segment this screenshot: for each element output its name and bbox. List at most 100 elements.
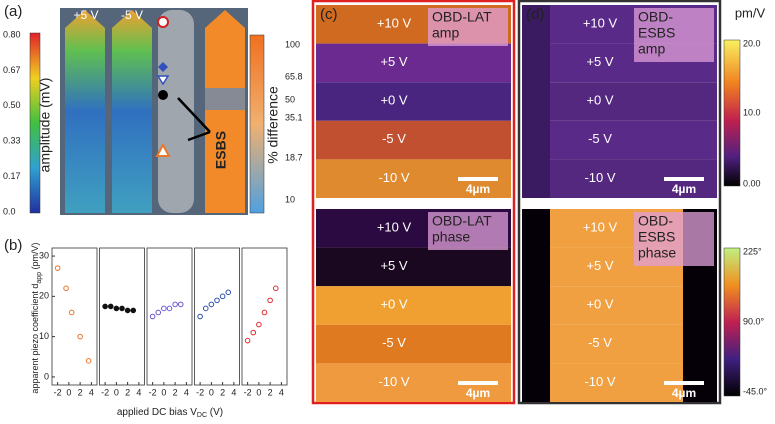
point: [85, 358, 92, 364]
map-title: phase: [432, 229, 470, 245]
x-axis-title-main: applied DC bias V: [117, 407, 197, 418]
map-edge: [522, 5, 550, 198]
x-tick-label: 0: [209, 387, 214, 397]
x-tick-label: -2: [101, 387, 109, 397]
point: [172, 301, 178, 308]
colorbar-tick: 0.80: [3, 29, 21, 39]
colorbar-tick: 0.17: [3, 171, 21, 181]
arrow-label: ESBS: [213, 131, 229, 169]
point: [119, 305, 125, 312]
point: [68, 309, 75, 316]
plot-frame: [146, 247, 193, 386]
map-band: [316, 82, 511, 121]
point: [124, 307, 131, 314]
map-band: [522, 82, 717, 121]
x-tick-label: 2: [125, 387, 130, 397]
x-tick-label: -2: [196, 387, 204, 397]
x-tick-label: 2: [220, 387, 225, 397]
point: [77, 333, 83, 340]
bias-label: +5 V: [586, 258, 613, 273]
point: [113, 305, 120, 312]
label-box: [634, 212, 714, 266]
y-axis-title-main: apparent piezo coefficient d: [30, 284, 40, 394]
point: [197, 313, 203, 320]
map-band: [522, 120, 717, 160]
y-tick-label: 0: [44, 371, 49, 381]
x-axis-title-unit: (V): [207, 407, 223, 418]
map-band: [316, 247, 511, 287]
label-box: [634, 8, 714, 62]
colorbar-unit: pm/V: [735, 5, 766, 20]
colorbar-tick: 0.50: [3, 100, 21, 110]
bias-label: +10 V: [583, 15, 618, 30]
map-title: phase: [638, 245, 676, 261]
scale-bar: [664, 177, 704, 181]
map-title: OBD-LAT: [432, 213, 492, 229]
point: [244, 337, 251, 344]
y-tick-label: 20: [39, 291, 49, 301]
scale-label: 4µm: [466, 386, 490, 400]
point: [225, 289, 232, 296]
x-axis-title-sub: DC: [197, 412, 207, 419]
bias-label: -5 V: [588, 335, 612, 350]
amplitude-strip: [112, 10, 152, 213]
colorbar-tick: 100: [285, 39, 300, 49]
x-tick-label: 0: [256, 387, 261, 397]
x-tick-label: 0: [161, 387, 166, 397]
bias-label: -5 V: [382, 131, 406, 146]
x-tick-label: 4: [279, 387, 284, 397]
bias-label: -10 V: [378, 170, 409, 185]
bias-label: -10 V: [584, 374, 615, 389]
x-tick-label: 4: [184, 387, 189, 397]
bias-label: +5 V: [586, 54, 613, 69]
marker: [157, 16, 169, 28]
point: [107, 303, 114, 310]
bias-label: +5 V: [380, 54, 407, 69]
map-title: amp: [432, 25, 459, 41]
colorbar-tick: 10: [285, 194, 295, 204]
scale-label: 4µm: [672, 386, 696, 400]
x-tick-label: 0: [114, 387, 119, 397]
map-band: [316, 286, 511, 325]
x-tick-label: 4: [231, 387, 236, 397]
strip-label: +5 V: [73, 8, 98, 22]
colorbar-tick: 65.8: [285, 71, 303, 81]
colorbar-tick: -45.0°: [743, 386, 768, 396]
colorbar-tick: 35.1: [285, 112, 303, 122]
colorbar: [249, 34, 265, 214]
bias-label: -10 V: [584, 170, 615, 185]
scale-label: 4µm: [466, 182, 490, 196]
bias-label: +5 V: [380, 258, 407, 273]
point: [63, 285, 69, 292]
colorbar-tick: 18.7: [285, 152, 303, 162]
cantilever: [158, 10, 194, 213]
axis-title: amplitude (mV): [37, 78, 53, 173]
point: [267, 297, 273, 304]
y-axis-title-unit: (pm/V): [30, 242, 40, 272]
bias-label: +0 V: [380, 297, 407, 312]
plot-frame: [99, 247, 145, 386]
label-box: [428, 212, 508, 250]
colorbar-tick: 50: [285, 94, 295, 104]
marker: [155, 142, 171, 157]
map-title: ESBS: [638, 25, 675, 41]
scale-bar: [458, 177, 498, 181]
colorbar: [29, 32, 41, 214]
y-tick-label: 30: [39, 250, 49, 260]
bias-label: -5 V: [382, 335, 406, 350]
map-title: amp: [638, 41, 665, 57]
point: [149, 313, 156, 320]
colorbar-tick: 0.0: [3, 206, 16, 216]
point: [161, 305, 167, 312]
map-band: [316, 120, 511, 160]
bias-label: -5 V: [588, 131, 612, 146]
bias-label: +10 V: [377, 219, 412, 234]
map-edge: [522, 209, 550, 402]
x-tick-label: 2: [78, 387, 83, 397]
bias-label: +10 V: [377, 15, 412, 30]
colorbar: [723, 247, 741, 397]
panel-label: (a): [4, 3, 22, 20]
map-title: OBD-: [638, 9, 673, 25]
x-axis-title: applied DC bias VDC (V): [117, 407, 223, 419]
